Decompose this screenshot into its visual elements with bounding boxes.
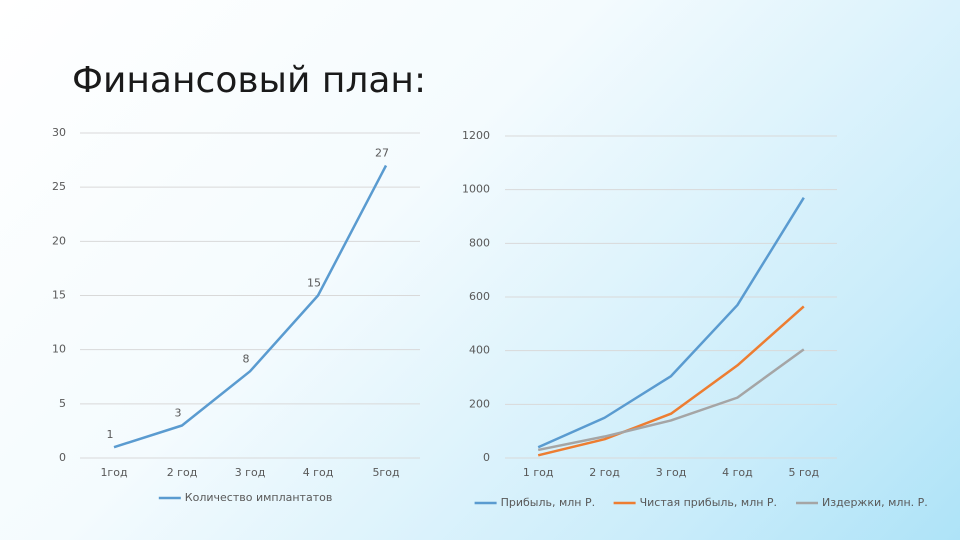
y-tick-label: 5 — [59, 397, 66, 410]
data-label: 8 — [243, 352, 250, 365]
series-line — [537, 305, 805, 457]
y-tick-label: 10 — [52, 343, 66, 356]
series-line — [113, 164, 388, 449]
y-tick-label: 15 — [52, 289, 66, 302]
data-label: 15 — [307, 277, 321, 290]
y-tick-label: 600 — [469, 290, 490, 303]
series-line — [537, 197, 805, 449]
data-label: 1 — [107, 428, 114, 441]
legend-label: Прибыль, млн Р. — [501, 496, 596, 509]
x-tick-label: 2 год — [167, 466, 198, 479]
legend-label: Количество имплантатов — [185, 491, 333, 504]
y-tick-label: 25 — [52, 180, 66, 193]
y-tick-label: 800 — [469, 236, 490, 249]
y-tick-label: 0 — [483, 451, 490, 464]
y-tick-label: 200 — [469, 397, 490, 410]
x-tick-label: 1 год — [523, 466, 554, 479]
slide-title: Финансовый план: — [72, 60, 426, 101]
x-tick-label: 4 год — [722, 466, 753, 479]
x-tick-label: 5 год — [788, 466, 819, 479]
x-tick-label: 1год — [100, 466, 128, 479]
legend-label: Издержки, млн. Р. — [822, 496, 928, 509]
data-label: 27 — [375, 147, 389, 160]
data-label: 3 — [175, 407, 182, 420]
y-tick-label: 1000 — [462, 183, 490, 196]
x-tick-label: 2 год — [589, 466, 620, 479]
y-tick-label: 30 — [52, 126, 66, 139]
y-tick-label: 1200 — [462, 129, 490, 142]
x-tick-label: 3 год — [235, 466, 266, 479]
legend-label: Чистая прибыль, млн Р. — [640, 496, 777, 509]
y-tick-label: 20 — [52, 234, 66, 247]
y-tick-label: 400 — [469, 344, 490, 357]
x-tick-label: 3 год — [656, 466, 687, 479]
y-tick-label: 0 — [59, 451, 66, 464]
x-tick-label: 5год — [372, 466, 400, 479]
series-line — [537, 348, 805, 452]
x-tick-label: 4 год — [303, 466, 334, 479]
